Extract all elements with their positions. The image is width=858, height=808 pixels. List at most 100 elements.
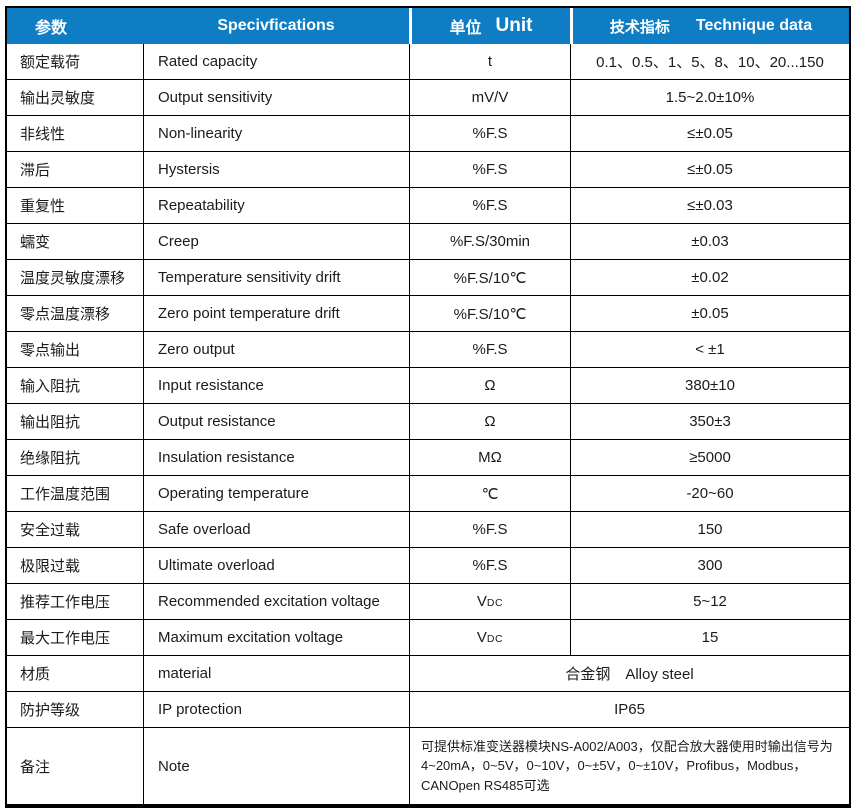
spec-en-cell: Rated capacity [143, 44, 409, 79]
table-row-output-sensitivity: 输出灵敏度 Output sensitivity mV/V 1.5~2.0±10… [7, 80, 849, 116]
param-cn-cell: 温度灵敏度漂移 [20, 270, 126, 287]
unit-sub-text: DC [486, 633, 504, 645]
unit-text: %F.S [472, 341, 508, 358]
spec-en-cell: Creep [143, 224, 409, 259]
unit-text: Ω [484, 413, 496, 430]
header-param-cn: 参数 [35, 20, 68, 37]
value-cell: 350±3 [570, 404, 849, 439]
spec-en-cell: Ultimate overload [143, 548, 409, 583]
header-row: 参数 Specivfications 单位 Unit 技术指标 Techniqu… [7, 8, 849, 44]
table-row-temp-sensitivity-drift: 温度灵敏度漂移 Temperature sensitivity drift %F… [7, 260, 849, 296]
spec-en-cell: Operating temperature [143, 476, 409, 511]
unit-cell: V DC [409, 584, 570, 619]
table-row-maximum-voltage: 最大工作电压 Maximum excitation voltage V DC 15 [7, 620, 849, 656]
unit-text: V [476, 593, 487, 610]
value-cell: IP65 [409, 692, 849, 727]
param-cn-cell: 零点输出 [20, 342, 81, 359]
unit-cell: t [409, 44, 570, 79]
param-cn-cell: 滞后 [20, 162, 51, 179]
unit-text: mV/V [471, 89, 509, 106]
unit-cell: %F.S [409, 188, 570, 223]
header-unit: 单位 Unit [409, 8, 570, 44]
param-cn-cell: 零点温度漂移 [20, 306, 111, 323]
unit-cell: %F.S/10℃ [409, 260, 570, 295]
table-row-rated-capacity: 额定载荷 Rated capacity t 0.1、0.5、1、5、8、10、2… [7, 44, 849, 80]
unit-cell: Ω [409, 368, 570, 403]
spec-en-cell: Output sensitivity [143, 80, 409, 115]
param-cn-cell: 输出阻抗 [20, 414, 81, 431]
param-cn-cell: 极限过载 [20, 558, 81, 575]
table-row-operating-temperature: 工作温度范围 Operating temperature ℃ -20~60 [7, 476, 849, 512]
table-row-insulation-resistance: 绝缘阻抗 Insulation resistance MΩ ≥5000 [7, 440, 849, 476]
header-data-en: Technique data [695, 17, 813, 34]
unit-cell: %F.S [409, 332, 570, 367]
spec-en-cell: Recommended excitation voltage [143, 584, 409, 619]
unit-cell: mV/V [409, 80, 570, 115]
value-cell: ≤±0.05 [570, 116, 849, 151]
table-row-ultimate-overload: 极限过载 Ultimate overload %F.S 300 [7, 548, 849, 584]
table-row-zero-output: 零点输出 Zero output %F.S < ±1 [7, 332, 849, 368]
unit-text: %F.S [472, 161, 508, 178]
table-row-zero-temp-drift: 零点温度漂移 Zero point temperature drift %F.S… [7, 296, 849, 332]
unit-text: %F.S [472, 125, 508, 142]
spec-table: 参数 Specivfications 单位 Unit 技术指标 Techniqu… [5, 6, 851, 808]
unit-text: %F.S [472, 557, 508, 574]
spec-en-cell: Maximum excitation voltage [143, 620, 409, 655]
unit-text: V [476, 629, 487, 646]
value-cell: ≥5000 [570, 440, 849, 475]
unit-sub-text: DC [486, 597, 504, 609]
spec-en-cell: Repeatability [143, 188, 409, 223]
table-row-input-resistance: 输入阻抗 Input resistance Ω 380±10 [7, 368, 849, 404]
value-cell: ≤±0.03 [570, 188, 849, 223]
unit-cell: MΩ [409, 440, 570, 475]
value-cell: ±0.02 [570, 260, 849, 295]
unit-cell: V DC [409, 620, 570, 655]
value-cell: 380±10 [570, 368, 849, 403]
unit-cell: %F.S/10℃ [409, 296, 570, 331]
param-cn-cell: 材质 [20, 666, 51, 683]
spec-en-cell: IP protection [143, 692, 409, 727]
unit-text: t [487, 53, 493, 70]
value-cell: ±0.05 [570, 296, 849, 331]
unit-text: %F.S [472, 197, 508, 214]
value-cell: 150 [570, 512, 849, 547]
value-cell: ±0.03 [570, 224, 849, 259]
param-cn-cell: 工作温度范围 [20, 486, 111, 503]
table-row-output-resistance: 输出阻抗 Output resistance Ω 350±3 [7, 404, 849, 440]
value-cell: 5~12 [570, 584, 849, 619]
param-cn-cell: 推荐工作电压 [20, 594, 111, 611]
note-value-cell: 可提供标准变送器模块NS-A002/A003，仅配合放大器使用时输出信号为4~2… [409, 728, 849, 804]
unit-text: %F.S/10℃ [453, 305, 527, 323]
spec-en-cell: Non-linearity [143, 116, 409, 151]
table-row-material: 材质 material 合金钢 Alloy steel [7, 656, 849, 692]
unit-text: %F.S/30min [449, 233, 531, 250]
param-cn-cell: 备注 [20, 758, 51, 776]
param-cn-cell: 绝缘阻抗 [20, 450, 81, 467]
value-cell: 15 [570, 620, 849, 655]
unit-text: %F.S [472, 521, 508, 538]
header-unit-en: Unit [495, 15, 533, 36]
header-unit-cn: 单位 [449, 20, 482, 37]
param-cn-cell: 非线性 [20, 126, 66, 143]
unit-text: ℃ [481, 485, 499, 503]
spec-en-cell: Safe overload [143, 512, 409, 547]
spec-en-cell: Zero point temperature drift [143, 296, 409, 331]
unit-cell: Ω [409, 404, 570, 439]
table-row-repeatability: 重复性 Repeatability %F.S ≤±0.03 [7, 188, 849, 224]
spec-en-cell: Hystersis [143, 152, 409, 187]
unit-text: MΩ [478, 449, 502, 466]
value-cell: ≤±0.05 [570, 152, 849, 187]
value-cell: 合金钢 Alloy steel [409, 656, 849, 691]
value-cell: 1.5~2.0±10% [570, 80, 849, 115]
param-cn-cell: 蠕变 [20, 234, 51, 251]
param-cn-cell: 重复性 [20, 198, 66, 215]
table-row-non-linearity: 非线性 Non-linearity %F.S ≤±0.05 [7, 116, 849, 152]
unit-cell: %F.S/30min [409, 224, 570, 259]
table-row-creep: 蠕变 Creep %F.S/30min ±0.03 [7, 224, 849, 260]
header-spec-en: Specivfications [217, 17, 335, 34]
spec-en-cell: Temperature sensitivity drift [143, 260, 409, 295]
header-data-cn: 技术指标 [609, 18, 670, 36]
spec-en-cell: Output resistance [143, 404, 409, 439]
value-cell: -20~60 [570, 476, 849, 511]
